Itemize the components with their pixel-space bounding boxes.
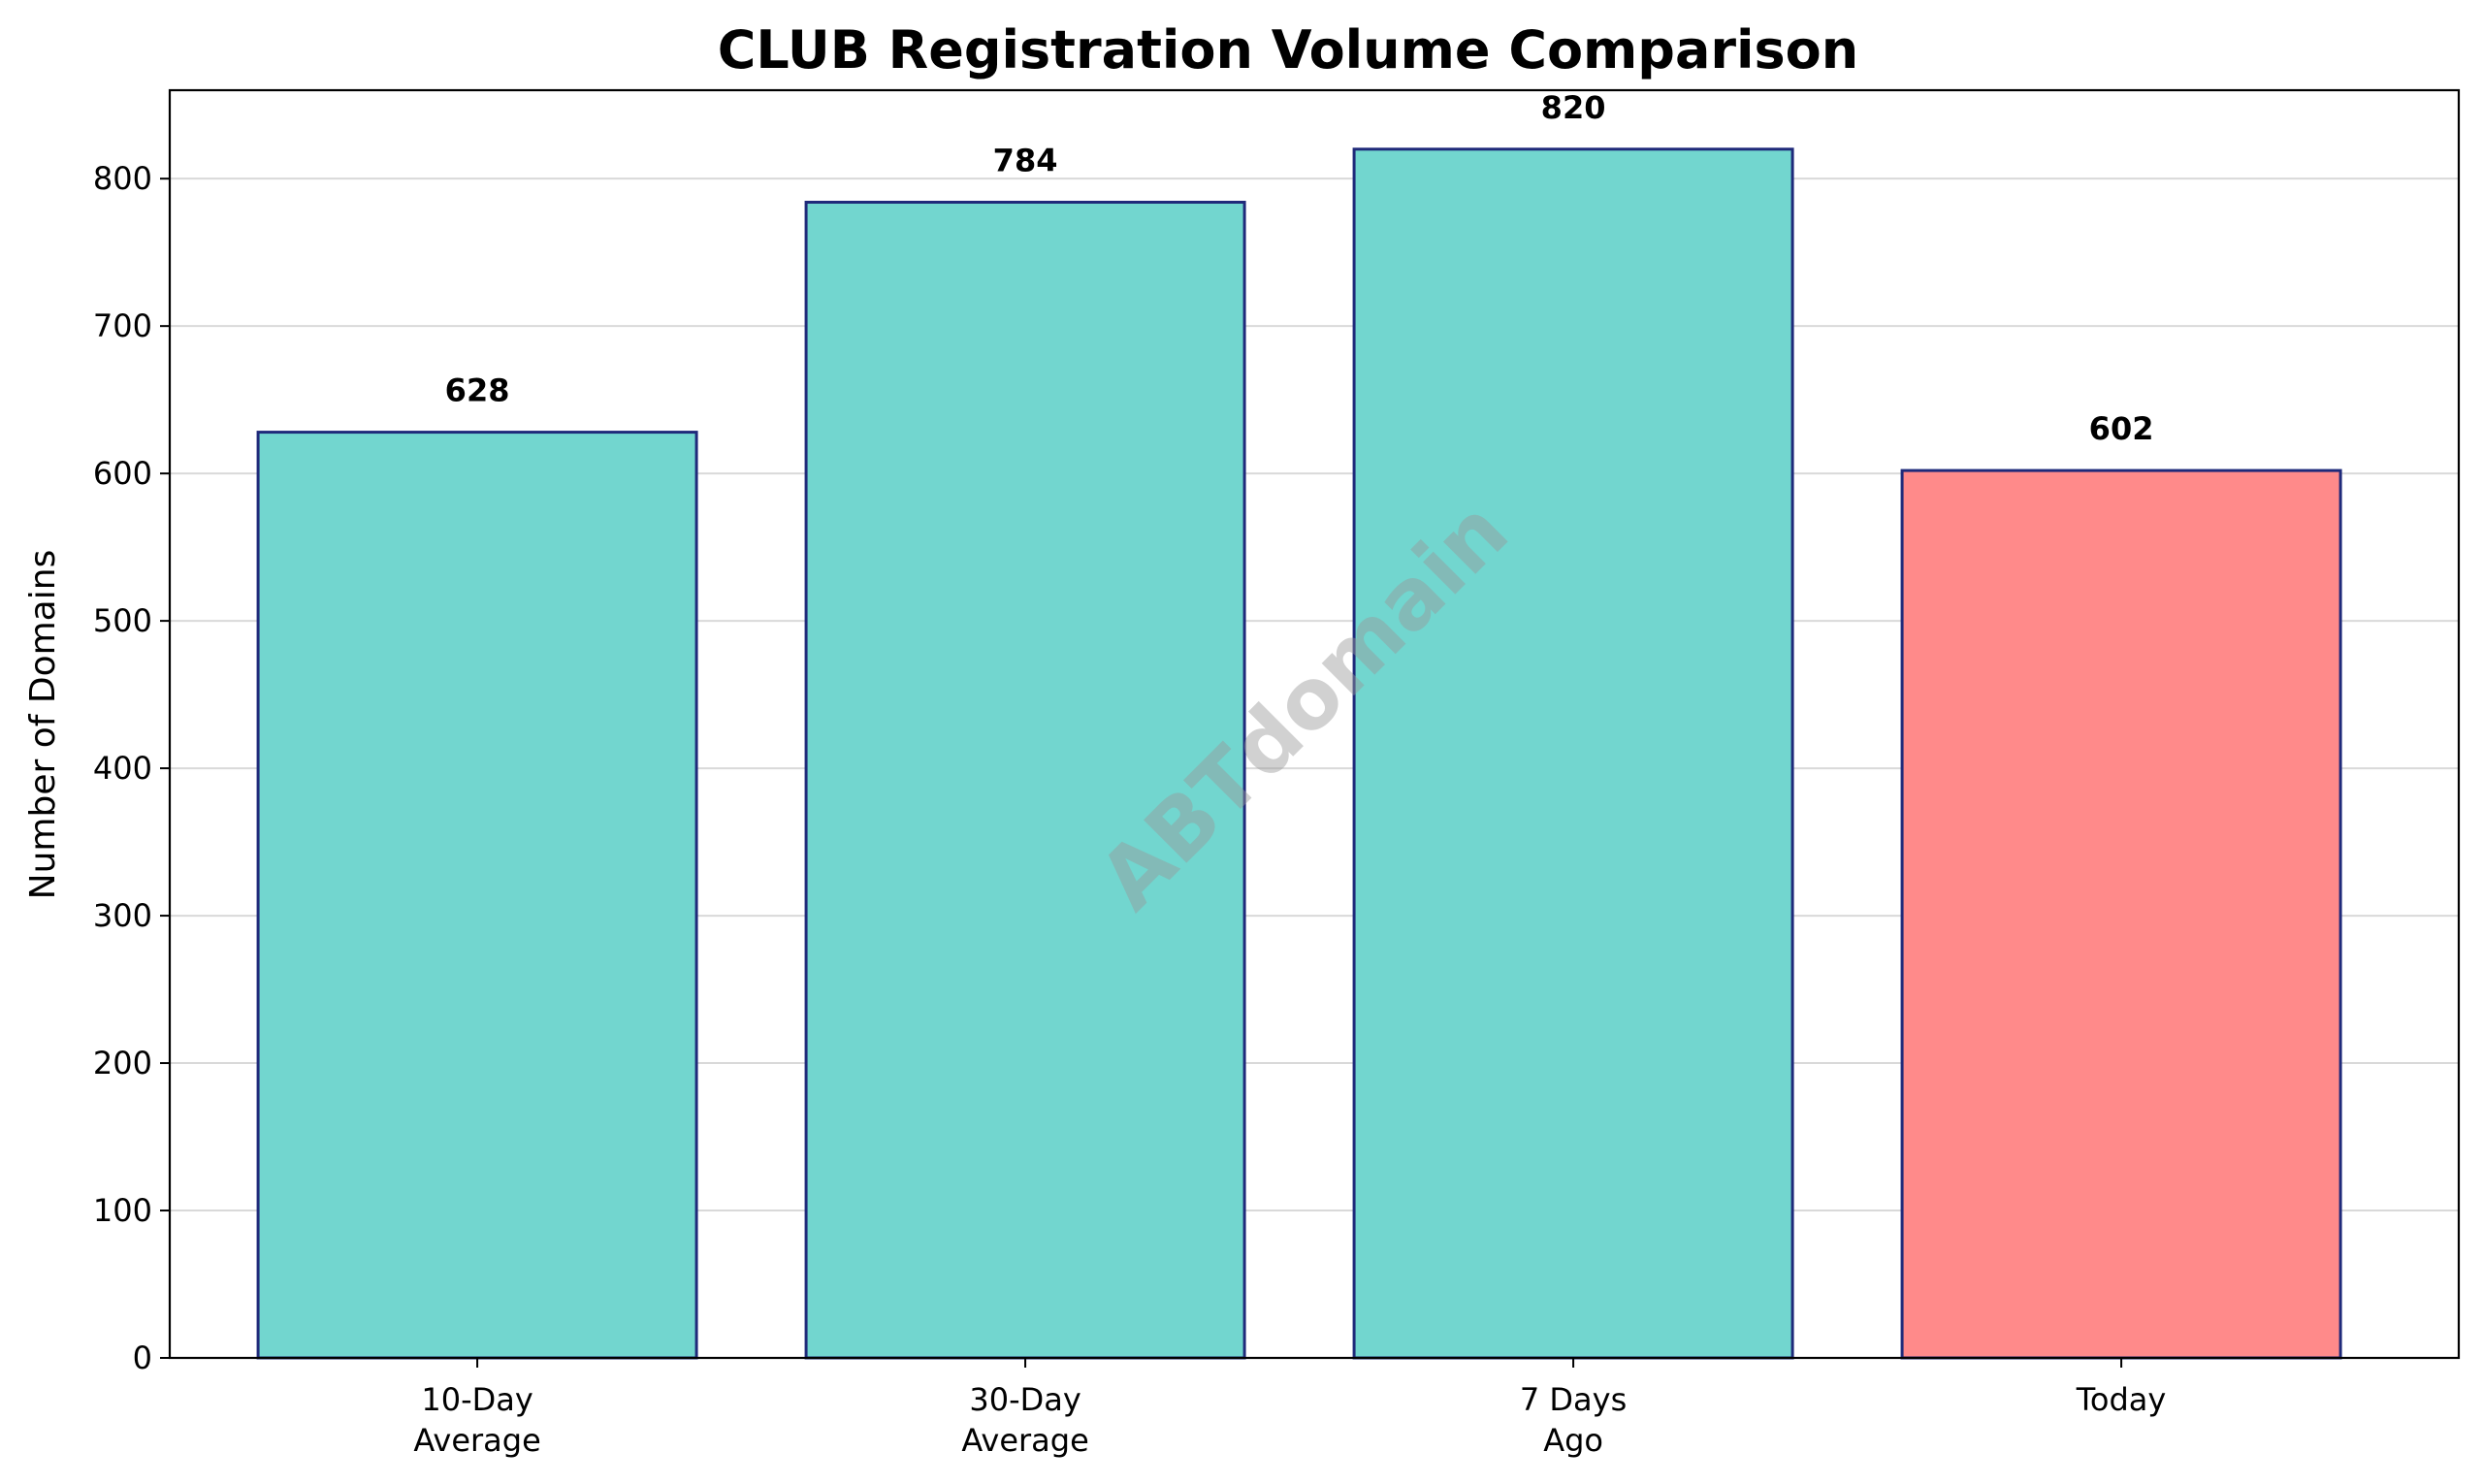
bar — [1900, 468, 2342, 1360]
bars — [256, 147, 2342, 1360]
y-tick-label: 700 — [93, 307, 152, 344]
bar-value-label: 784 — [993, 143, 1058, 179]
x-tick-label: Ago — [1543, 1422, 1603, 1459]
y-tick-label: 500 — [93, 602, 152, 639]
y-axis-ticks: 0 100 200 300 400 500 600 700 800 — [93, 160, 170, 1376]
y-tick-label: 600 — [93, 455, 152, 492]
bar — [804, 201, 1246, 1360]
x-tick-label: Average — [413, 1422, 540, 1459]
value-labels: 628 784 820 602 — [445, 89, 2154, 447]
x-tick-label: 10-Day — [421, 1381, 532, 1418]
bar — [256, 431, 698, 1360]
x-tick-label: 30-Day — [969, 1381, 1080, 1418]
y-tick-label: 0 — [133, 1339, 152, 1376]
y-tick-label: 400 — [93, 750, 152, 787]
plot-area-frame — [168, 88, 2461, 1360]
bar — [1352, 147, 1794, 1360]
y-tick-label: 800 — [93, 160, 152, 197]
x-tick-label: Today — [2076, 1381, 2167, 1418]
bar-value-label: 820 — [1541, 89, 1606, 126]
chart-title: CLUB Registration Volume Comparison — [718, 19, 1858, 81]
x-tick-label: Average — [961, 1422, 1088, 1459]
bar-value-label: 602 — [2089, 410, 2154, 447]
y-tick-label: 300 — [93, 897, 152, 934]
y-axis-label: Number of Domains — [23, 550, 63, 900]
bar-value-label: 628 — [445, 372, 510, 409]
x-axis-ticks: 10-Day Average 30-Day Average 7 Days Ago Today — [413, 1358, 2166, 1459]
y-tick-label: 200 — [93, 1045, 152, 1081]
x-tick-label: 7 Days — [1520, 1381, 1627, 1418]
y-tick-label: 100 — [93, 1192, 152, 1229]
